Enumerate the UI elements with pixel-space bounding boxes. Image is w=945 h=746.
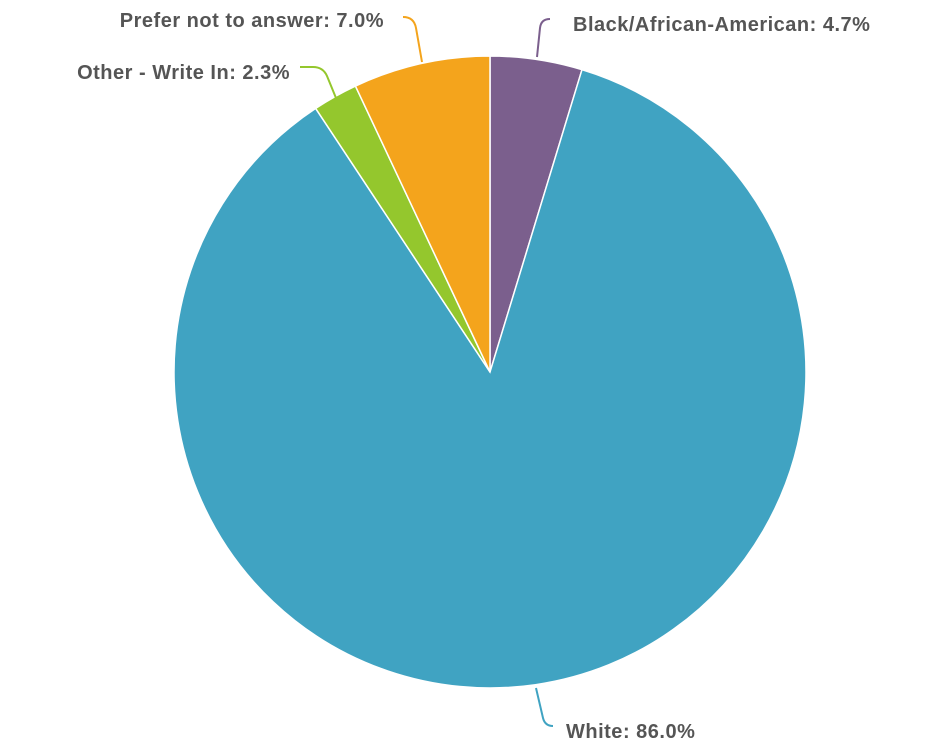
slice-label-other-write-in: Other - Write In: 2.3% <box>77 62 290 84</box>
slice-label-prefer-not-to-answer: Prefer not to answer: 7.0% <box>120 10 384 32</box>
slice-label-black-african-american: Black/African-American: 4.7% <box>573 14 870 36</box>
leader-line-black-african-american <box>536 18 551 58</box>
slice-labels: Black/African-American: 4.7% White: 86.0… <box>77 10 870 743</box>
leader-line-white <box>535 687 554 727</box>
slice-label-white: White: 86.0% <box>566 721 695 743</box>
leader-lines <box>300 16 554 727</box>
pie-slices <box>173 55 807 689</box>
leader-line-other-write-in <box>300 66 337 99</box>
pie-slice-white <box>173 68 807 689</box>
leader-line-prefer-not-to-answer <box>402 16 423 63</box>
pie-slice-prefer-not-to-answer <box>354 55 491 373</box>
